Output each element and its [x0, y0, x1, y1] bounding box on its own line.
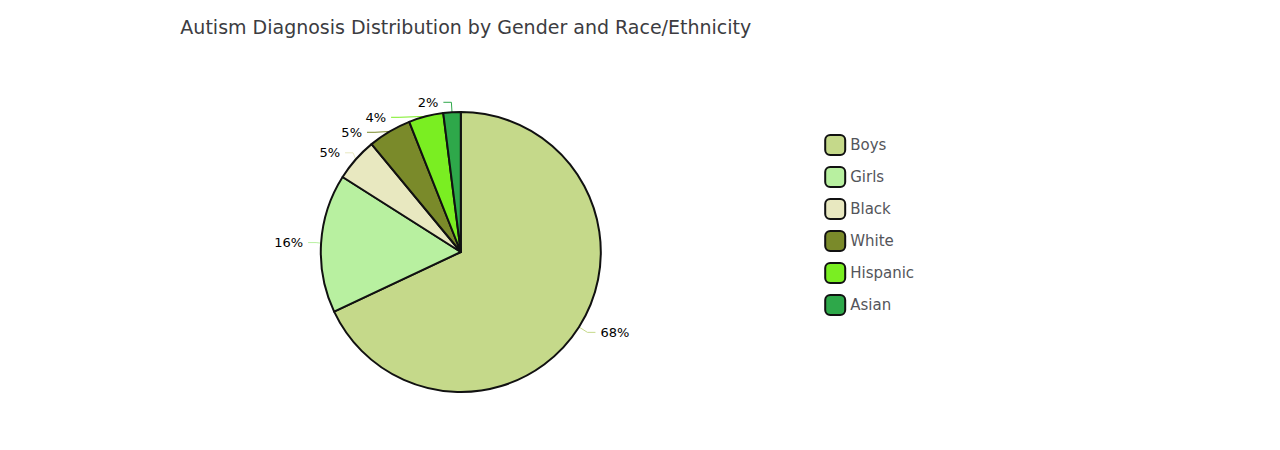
svg-text:Boys: Boys — [850, 136, 886, 154]
svg-text:Black: Black — [850, 200, 891, 218]
svg-text:4%: 4% — [365, 110, 386, 125]
svg-text:Girls: Girls — [850, 168, 884, 186]
svg-text:Autism Diagnosis Distribution: Autism Diagnosis Distribution by Gender … — [180, 16, 751, 38]
svg-text:5%: 5% — [341, 125, 362, 140]
svg-text:Asian: Asian — [850, 296, 891, 314]
svg-text:68%: 68% — [600, 325, 629, 340]
svg-text:16%: 16% — [274, 235, 303, 250]
svg-text:White: White — [850, 232, 894, 250]
svg-text:Hispanic: Hispanic — [850, 264, 914, 282]
svg-text:2%: 2% — [418, 95, 439, 110]
svg-text:5%: 5% — [319, 145, 340, 160]
